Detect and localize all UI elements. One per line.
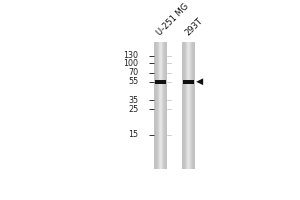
Bar (190, 42, 191, 169)
Bar (194, 42, 195, 169)
Bar (193, 42, 194, 169)
Bar (156, 42, 157, 169)
Bar (188, 42, 189, 169)
Bar (185, 42, 186, 169)
Bar (182, 42, 183, 169)
Text: 35: 35 (128, 96, 139, 105)
Text: 130: 130 (124, 51, 139, 60)
Text: 55: 55 (128, 77, 139, 86)
Text: U-251 MG: U-251 MG (155, 2, 191, 38)
Bar (166, 42, 167, 169)
Bar (158, 42, 159, 169)
Text: 15: 15 (128, 130, 139, 139)
Bar (162, 42, 163, 169)
Bar (163, 42, 164, 169)
Bar (154, 42, 155, 169)
Bar (155, 80, 166, 84)
Polygon shape (196, 78, 203, 85)
Bar (160, 42, 161, 169)
Bar (159, 42, 160, 169)
Bar (164, 42, 165, 169)
Bar (155, 42, 156, 169)
Bar (186, 42, 187, 169)
Bar (183, 80, 194, 84)
Bar (189, 42, 190, 169)
Text: 293T: 293T (183, 17, 205, 38)
Bar (191, 42, 192, 169)
Bar (161, 42, 162, 169)
Bar (187, 42, 188, 169)
Bar (183, 42, 184, 169)
Text: 100: 100 (124, 59, 139, 68)
Bar (165, 42, 166, 169)
Bar (192, 42, 193, 169)
Text: 25: 25 (128, 105, 139, 114)
Text: 70: 70 (128, 68, 139, 77)
Bar (157, 42, 158, 169)
Bar (184, 42, 185, 169)
